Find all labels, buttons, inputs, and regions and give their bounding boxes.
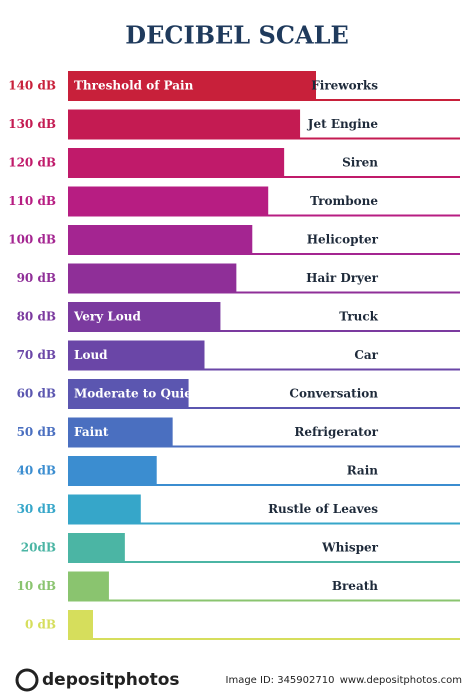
chart-title: DECIBEL SCALE xyxy=(125,21,348,50)
y-tick-label: 40 dB xyxy=(17,464,56,478)
source-label: Rain xyxy=(347,464,379,478)
y-tick-label: 80 dB xyxy=(17,310,56,324)
bar xyxy=(68,109,301,140)
y-tick-label: 70 dB xyxy=(17,348,56,362)
source-label: Trombone xyxy=(310,194,378,208)
underline xyxy=(68,253,460,255)
source-label: Whisper xyxy=(321,541,379,555)
footer-site: www.depositphotos.com xyxy=(340,675,462,686)
bar xyxy=(68,186,269,217)
underline xyxy=(68,561,460,563)
footer-bg xyxy=(0,662,474,700)
source-label: Breath xyxy=(332,579,378,593)
bar xyxy=(68,71,316,101)
footer-logo: depositphotos xyxy=(42,670,180,690)
underline xyxy=(68,368,460,371)
bar xyxy=(68,417,173,448)
source-label: Rustle of Leaves xyxy=(268,502,378,516)
bar xyxy=(68,379,189,409)
underline xyxy=(68,599,460,602)
source-label: Refrigerator xyxy=(294,425,378,439)
bar xyxy=(68,225,253,255)
underline xyxy=(68,484,460,486)
bar xyxy=(68,610,93,640)
y-tick-label: 130 dB xyxy=(8,117,56,131)
source-label: Truck xyxy=(339,310,378,324)
y-tick-label: 10 dB xyxy=(17,579,56,593)
bar-label: Threshold of Pain xyxy=(74,79,194,93)
bar xyxy=(68,533,125,563)
y-tick-label: 120 dB xyxy=(8,156,56,170)
y-tick-label: 90 dB xyxy=(17,271,56,285)
source-label: Conversation xyxy=(289,387,378,401)
bar xyxy=(68,456,157,486)
bar-label: Very Loud xyxy=(73,310,141,324)
logo-icon xyxy=(15,668,39,692)
source-label: Car xyxy=(354,348,378,362)
bar xyxy=(68,148,285,178)
underline xyxy=(68,291,460,294)
source-label: Siren xyxy=(342,156,378,170)
underline xyxy=(68,638,460,640)
y-tick-label: 110 dB xyxy=(8,194,56,208)
source-label: Helicopter xyxy=(307,233,379,247)
bar xyxy=(68,263,237,294)
source-label: Fireworks xyxy=(311,79,378,93)
y-tick-label: 20dB xyxy=(21,541,56,555)
bar-label: Loud xyxy=(74,348,108,362)
bar xyxy=(68,302,221,332)
bar xyxy=(68,571,109,602)
y-tick-label: 0 dB xyxy=(25,618,56,632)
y-tick-label: 140 dB xyxy=(8,79,56,93)
source-label: Hair Dryer xyxy=(306,271,379,285)
underline xyxy=(68,445,460,448)
source-label: Jet Engine xyxy=(307,117,379,131)
bar xyxy=(68,340,205,371)
underline xyxy=(68,522,460,525)
underline xyxy=(68,407,460,409)
bar-label: Faint xyxy=(74,425,109,439)
footer-id: Image ID: 345902710 xyxy=(226,675,335,686)
y-tick-label: 60 dB xyxy=(17,387,56,401)
underline xyxy=(68,330,460,332)
y-tick-label: 100 dB xyxy=(8,233,56,247)
y-tick-label: 50 dB xyxy=(17,425,56,439)
bar xyxy=(68,494,141,525)
y-tick-label: 30 dB xyxy=(17,502,56,516)
bar-label: Moderate to Quiet xyxy=(74,387,198,401)
